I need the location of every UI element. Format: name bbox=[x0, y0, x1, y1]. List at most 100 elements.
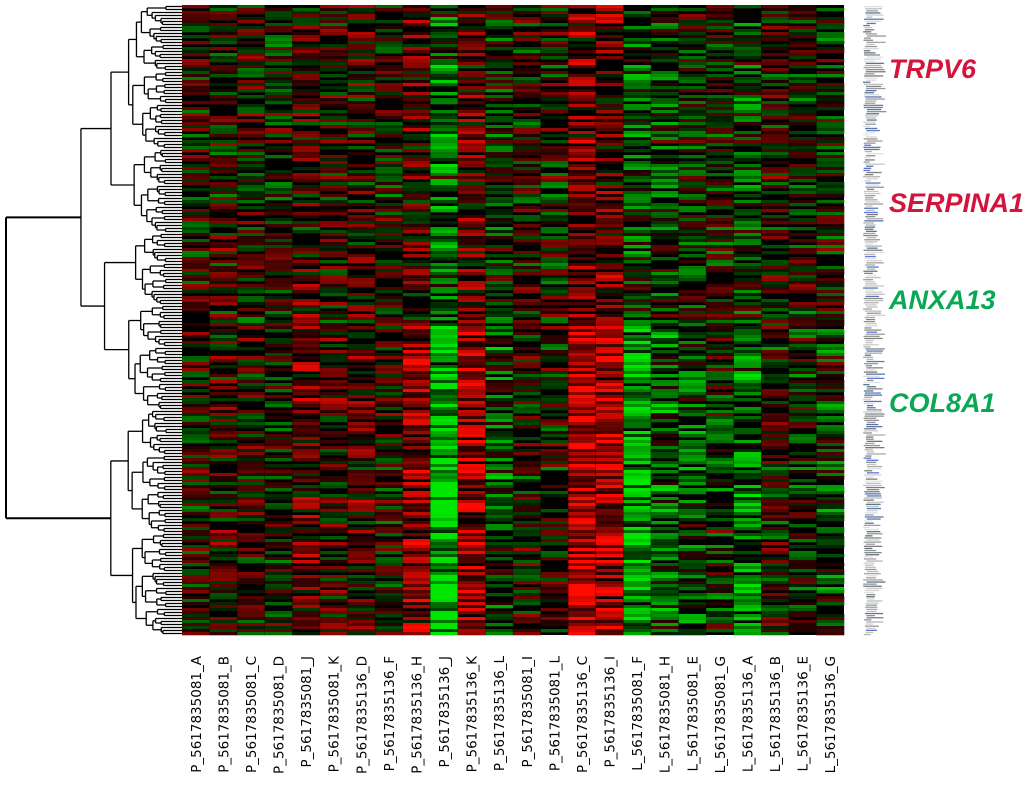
heatmap-cell bbox=[264, 245, 293, 249]
heatmap-cell bbox=[457, 434, 486, 438]
heatmap-cell bbox=[347, 353, 376, 357]
heatmap-cell bbox=[788, 362, 817, 366]
heatmap-cell bbox=[761, 629, 790, 633]
heatmap-cell bbox=[513, 596, 541, 600]
heatmap-cell bbox=[513, 140, 541, 144]
heatmap-cell bbox=[568, 92, 597, 96]
heatmap-cell bbox=[292, 368, 321, 372]
heatmap-cell bbox=[209, 512, 238, 516]
heatmap-cell bbox=[457, 197, 486, 201]
heatmap-cell bbox=[182, 251, 210, 255]
heatmap-cell bbox=[568, 599, 597, 603]
heatmap-cell bbox=[485, 83, 514, 87]
heatmap-cell bbox=[678, 182, 707, 186]
heatmap-cell bbox=[457, 65, 486, 69]
heatmap-cell bbox=[650, 176, 679, 180]
heatmap-cell bbox=[347, 512, 376, 516]
heatmap-cell bbox=[402, 74, 431, 78]
heatmap-cell bbox=[264, 209, 293, 213]
heatmap-cell bbox=[457, 242, 486, 246]
heatmap-cell bbox=[788, 17, 817, 21]
heatmap-cell bbox=[540, 485, 569, 489]
heatmap-cell bbox=[678, 164, 707, 168]
heatmap-cell bbox=[457, 215, 486, 219]
heatmap-cell bbox=[402, 263, 431, 267]
heatmap-cell bbox=[347, 356, 376, 360]
heatmap-cell bbox=[457, 293, 486, 297]
heatmap-cell bbox=[513, 443, 541, 447]
heatmap-cell bbox=[402, 563, 431, 567]
heatmap-cell bbox=[650, 368, 679, 372]
heatmap-cell bbox=[623, 104, 652, 108]
heatmap-cell bbox=[209, 269, 238, 273]
heatmap-cell bbox=[402, 383, 431, 387]
row-label-mark bbox=[863, 344, 879, 346]
heatmap-cell bbox=[375, 77, 403, 81]
heatmap-cell bbox=[650, 629, 679, 633]
heatmap-cell bbox=[292, 431, 321, 435]
heatmap-cell bbox=[650, 296, 679, 300]
heatmap-cell bbox=[678, 596, 707, 600]
heatmap-cell bbox=[347, 104, 376, 108]
heatmap-cell bbox=[513, 20, 541, 24]
heatmap-cell bbox=[209, 491, 238, 495]
heatmap-cell bbox=[375, 209, 403, 213]
heatmap-cell bbox=[650, 509, 679, 513]
heatmap-cell bbox=[623, 407, 652, 411]
heatmap-cell bbox=[182, 368, 210, 372]
heatmap-cell bbox=[457, 284, 486, 288]
heatmap-cell bbox=[623, 239, 652, 243]
heatmap-cell bbox=[182, 536, 210, 540]
heatmap-cell bbox=[485, 401, 514, 405]
heatmap-cell bbox=[292, 200, 321, 204]
heatmap-cell bbox=[430, 377, 459, 381]
heatmap-cell bbox=[430, 179, 459, 183]
row-label-mark bbox=[866, 421, 876, 424]
heatmap-cell bbox=[237, 128, 266, 132]
heatmap-cell bbox=[788, 287, 817, 291]
heatmap-cell bbox=[706, 308, 734, 312]
heatmap-cell bbox=[264, 473, 293, 477]
heatmap-cell bbox=[761, 131, 790, 135]
row-label-mark bbox=[866, 539, 880, 541]
heatmap-cell bbox=[292, 248, 321, 252]
heatmap-cell bbox=[319, 146, 348, 150]
heatmap-cell bbox=[678, 491, 707, 495]
heatmap-cell bbox=[319, 458, 348, 462]
heatmap-cell bbox=[264, 26, 293, 30]
heatmap-cell bbox=[457, 155, 486, 159]
heatmap-cell bbox=[319, 590, 348, 594]
heatmap-cell bbox=[292, 122, 321, 126]
heatmap-cell bbox=[319, 5, 348, 9]
heatmap-cell bbox=[319, 287, 348, 291]
heatmap-cell bbox=[347, 125, 376, 129]
heatmap-cell bbox=[706, 257, 734, 261]
heatmap-cell bbox=[816, 497, 845, 501]
heatmap-cell bbox=[430, 83, 459, 87]
heatmap-cell bbox=[375, 113, 403, 117]
heatmap-cell bbox=[485, 365, 514, 369]
heatmap-cell bbox=[595, 422, 624, 426]
heatmap-cell bbox=[347, 335, 376, 339]
heatmap-cell bbox=[264, 269, 293, 273]
heatmap-cell bbox=[347, 314, 376, 318]
heatmap-cell bbox=[540, 554, 569, 558]
heatmap-cell bbox=[513, 152, 541, 156]
heatmap-cell bbox=[209, 74, 238, 78]
heatmap-cell bbox=[568, 104, 597, 108]
heatmap-cell bbox=[540, 413, 569, 417]
heatmap-cell bbox=[788, 335, 817, 339]
heatmap-cell bbox=[209, 185, 238, 189]
heatmap-cell bbox=[816, 284, 845, 288]
heatmap-cell bbox=[430, 140, 459, 144]
heatmap-cell bbox=[347, 11, 376, 15]
heatmap-cell bbox=[788, 479, 817, 483]
heatmap-cell bbox=[182, 155, 210, 159]
heatmap-cell bbox=[733, 392, 762, 396]
heatmap-cell bbox=[650, 593, 679, 597]
heatmap-cell bbox=[209, 122, 238, 126]
heatmap-cell bbox=[678, 188, 707, 192]
heatmap-cell bbox=[319, 374, 348, 378]
heatmap-cell bbox=[650, 224, 679, 228]
heatmap-cell bbox=[761, 170, 790, 174]
